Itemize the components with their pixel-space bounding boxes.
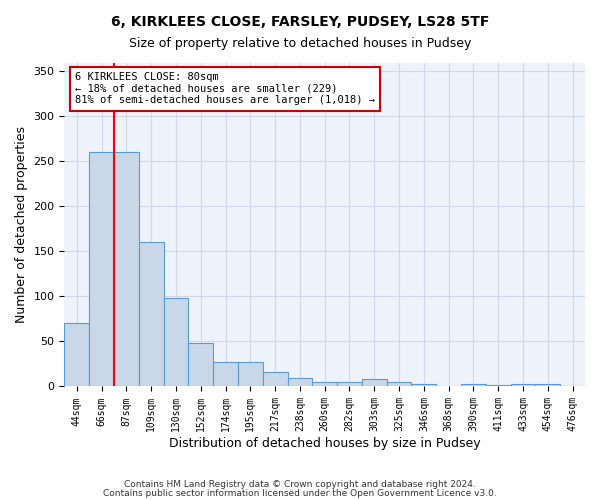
X-axis label: Distribution of detached houses by size in Pudsey: Distribution of detached houses by size … (169, 437, 481, 450)
Bar (139, 242, 164, 386)
Bar (362, 380, 386, 386)
Bar (313, 382, 337, 386)
Bar (213, 362, 238, 386)
Text: 6 KIRKLEES CLOSE: 80sqm
← 18% of detached houses are smaller (229)
81% of semi-d: 6 KIRKLEES CLOSE: 80sqm ← 18% of detache… (75, 72, 375, 106)
Text: Contains HM Land Registry data © Crown copyright and database right 2024.: Contains HM Land Registry data © Crown c… (124, 480, 476, 489)
Text: Size of property relative to detached houses in Pudsey: Size of property relative to detached ho… (129, 38, 471, 51)
Bar (412, 384, 436, 386)
Bar (535, 384, 560, 386)
Bar (287, 378, 313, 386)
Y-axis label: Number of detached properties: Number of detached properties (15, 126, 28, 323)
Bar (89, 152, 114, 386)
Bar (263, 372, 287, 386)
Bar (461, 384, 486, 386)
Bar (188, 344, 213, 386)
Bar (238, 362, 263, 386)
Bar (386, 382, 412, 386)
Bar (337, 382, 362, 386)
Bar (486, 384, 511, 386)
Bar (511, 384, 535, 386)
Text: 6, KIRKLEES CLOSE, FARSLEY, PUDSEY, LS28 5TF: 6, KIRKLEES CLOSE, FARSLEY, PUDSEY, LS28… (111, 15, 489, 29)
Bar (64, 324, 89, 386)
Bar (114, 152, 139, 386)
Bar (164, 298, 188, 386)
Text: Contains public sector information licensed under the Open Government Licence v3: Contains public sector information licen… (103, 488, 497, 498)
